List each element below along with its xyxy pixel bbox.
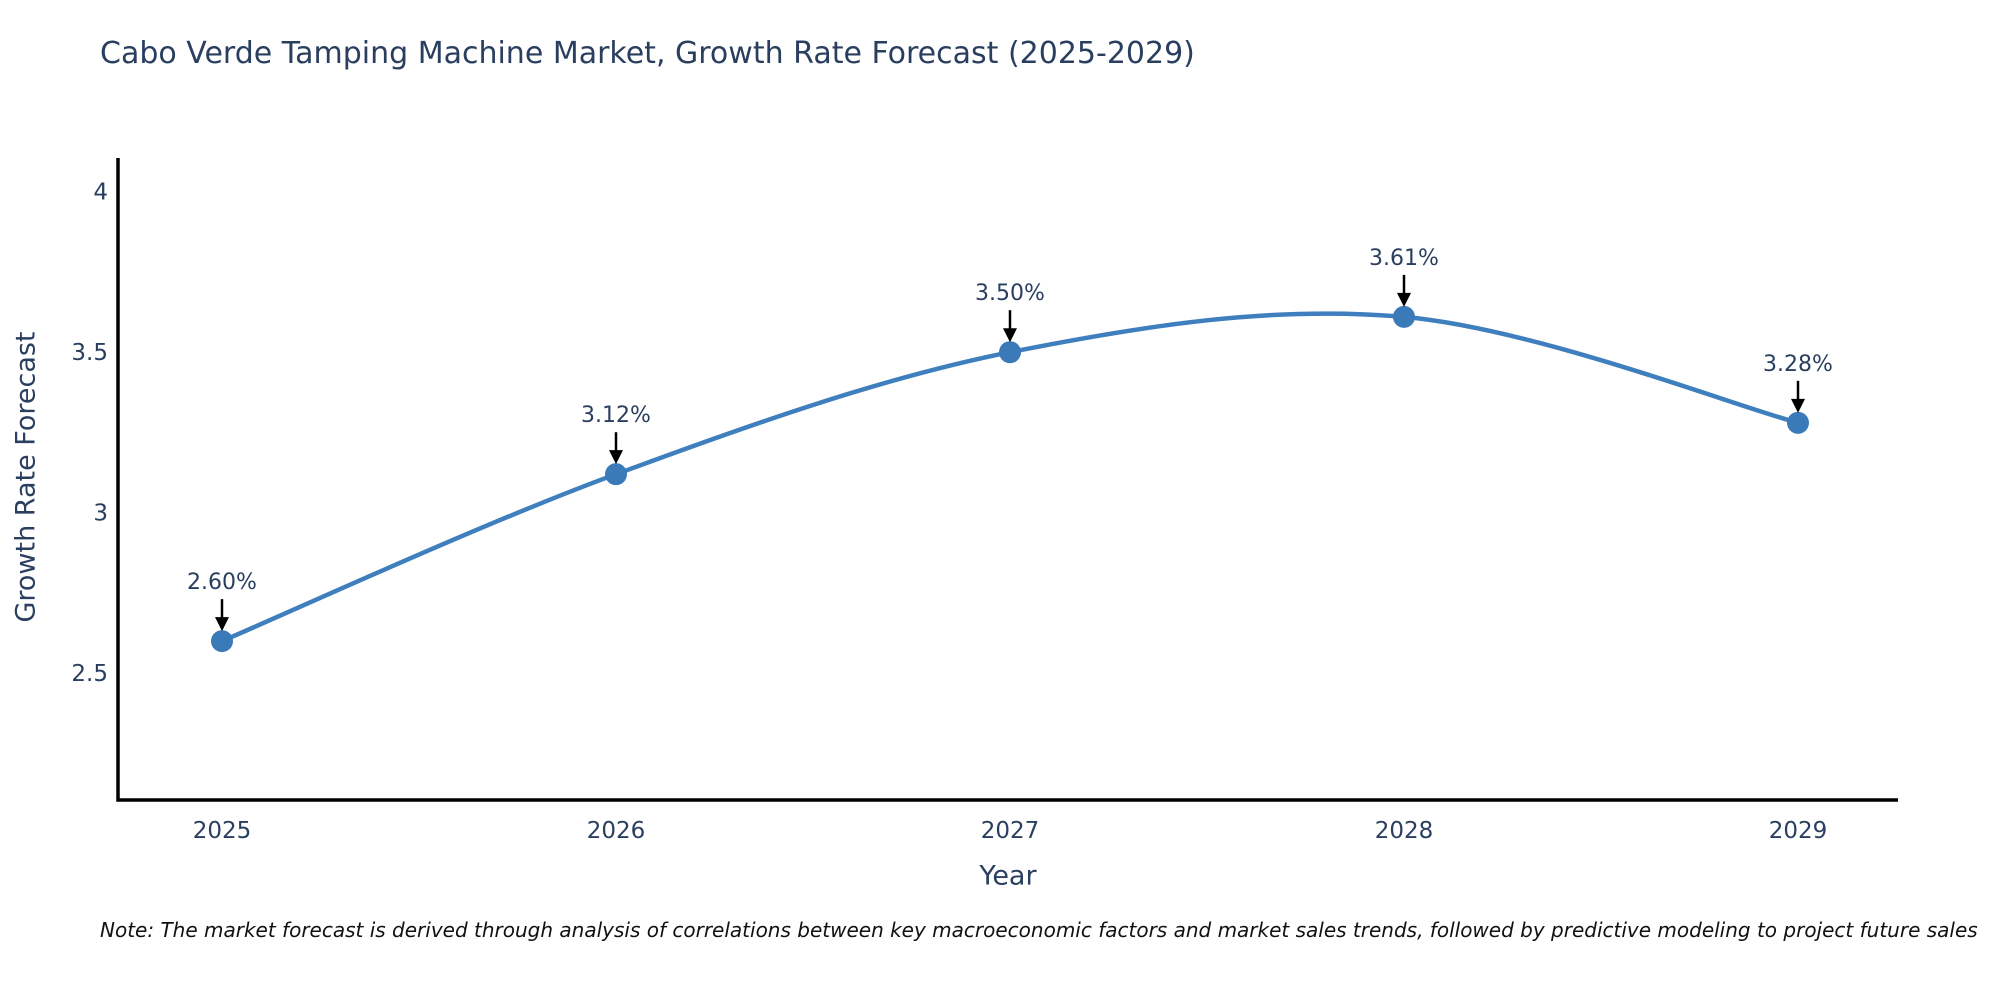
annotation-arrow-head (1003, 328, 1017, 343)
y-axis-title: Growth Rate Forecast (10, 331, 42, 623)
x-tick-label: 2025 (193, 818, 252, 844)
annotation-arrow-head (215, 617, 229, 632)
x-tick-label: 2026 (587, 818, 646, 844)
annotation-arrow-head (609, 450, 623, 465)
data-point[interactable] (999, 341, 1021, 364)
data-point[interactable] (605, 463, 627, 486)
data-point[interactable] (1393, 305, 1415, 328)
point-value-label: 2.60% (187, 570, 257, 595)
y-tick-label: 4 (93, 180, 108, 206)
y-tick-label: 3 (93, 501, 108, 527)
data-point[interactable] (1787, 411, 1809, 434)
point-value-label: 3.28% (1763, 352, 1833, 377)
x-tick-label: 2029 (1769, 818, 1828, 844)
y-tick-label: 2.5 (71, 661, 108, 687)
annotation-arrow-head (1791, 398, 1805, 413)
y-tick-label: 3.5 (71, 340, 108, 366)
point-value-label: 3.12% (581, 403, 651, 428)
point-value-label: 3.61% (1369, 246, 1439, 271)
annotation-arrow-head (1397, 292, 1411, 307)
point-value-label: 3.50% (975, 281, 1045, 306)
axis-lines (116, 158, 1898, 802)
data-point[interactable] (211, 630, 233, 653)
x-axis-title: Year (979, 860, 1037, 892)
chart-title: Cabo Verde Tamping Machine Market, Growt… (100, 36, 1195, 71)
x-tick-label: 2028 (1375, 818, 1434, 844)
x-tick-label: 2027 (981, 818, 1040, 844)
footnote: Note: The market forecast is derived thr… (100, 918, 1978, 942)
